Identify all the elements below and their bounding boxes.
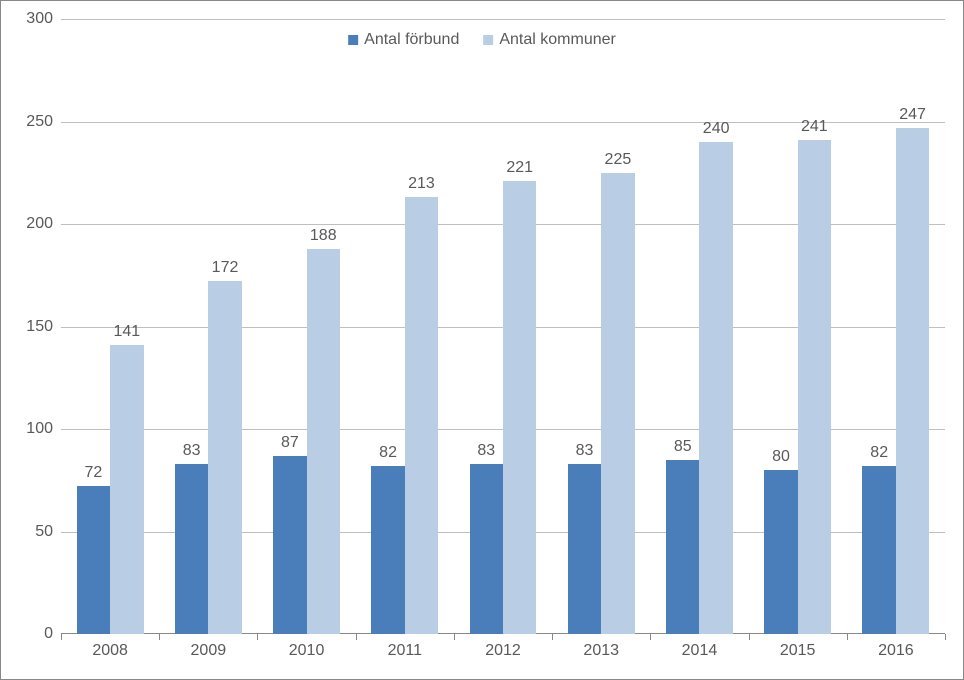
bar [405,197,438,634]
y-tick-label: 200 [26,215,61,233]
bar-value-label: 85 [674,438,692,460]
x-category-label: 2014 [682,634,718,660]
bar-value-label: 213 [408,175,435,197]
x-category-label: 2015 [780,634,816,660]
bar-value-label: 221 [506,159,533,181]
legend-swatch [348,35,358,45]
bar-value-label: 72 [85,464,103,486]
legend: Antal förbund Antal kommuner [348,31,616,49]
bar-value-label: 87 [281,434,299,456]
legend-swatch [483,35,493,45]
bar [666,460,699,634]
bar-value-label: 172 [212,259,239,281]
legend-label: Antal kommuner [499,31,616,49]
x-tick [159,634,160,640]
legend-label: Antal förbund [364,31,459,49]
bar [273,456,306,634]
bar [862,466,895,634]
x-category-label: 2010 [289,634,325,660]
legend-item: Antal kommuner [483,31,616,49]
x-tick [356,634,357,640]
bar [307,249,340,634]
y-tick-label: 50 [35,523,61,541]
x-category-label: 2016 [878,634,914,660]
y-tick-label: 150 [26,318,61,336]
bar-value-label: 82 [379,444,397,466]
y-tick-label: 250 [26,113,61,131]
x-tick [552,634,553,640]
x-tick [650,634,651,640]
bar-value-label: 240 [703,120,730,142]
x-tick [749,634,750,640]
gridline [61,19,945,20]
bar [175,464,208,634]
bar [568,464,601,634]
bar [601,173,634,634]
bar-value-label: 82 [870,444,888,466]
y-tick-label: 100 [26,420,61,438]
bar [798,140,831,634]
bar [699,142,732,634]
bar [764,470,797,634]
y-tick-label: 0 [44,625,61,643]
bar [470,464,503,634]
x-category-label: 2009 [191,634,227,660]
x-tick [945,634,946,640]
bar [503,181,536,634]
x-category-label: 2013 [583,634,619,660]
bar-value-label: 83 [576,442,594,464]
x-tick [61,634,62,640]
x-category-label: 2012 [485,634,521,660]
plot-area: 0501001502002503002008721412009831722010… [61,19,945,634]
x-category-label: 2011 [388,634,422,660]
x-tick [257,634,258,640]
bar [371,466,404,634]
x-tick [454,634,455,640]
bar-value-label: 83 [183,442,201,464]
y-tick-label: 300 [26,10,61,28]
bar-value-label: 83 [477,442,495,464]
bar-value-label: 247 [899,106,926,128]
bar-value-label: 241 [801,118,828,140]
bar-value-label: 80 [772,448,790,470]
x-tick [847,634,848,640]
chart-container: 0 50 100 150 200 250 300 2008 72 141 2009 83 172 2010… [0,0,964,680]
bar [208,281,241,634]
bar [77,486,110,634]
x-category-label: 2008 [92,634,128,660]
bar [896,128,929,634]
bar-value-label: 141 [113,323,140,345]
bar-value-label: 225 [605,151,632,173]
bar-value-label: 188 [310,227,337,249]
legend-item: Antal förbund [348,31,459,49]
bar [110,345,143,634]
